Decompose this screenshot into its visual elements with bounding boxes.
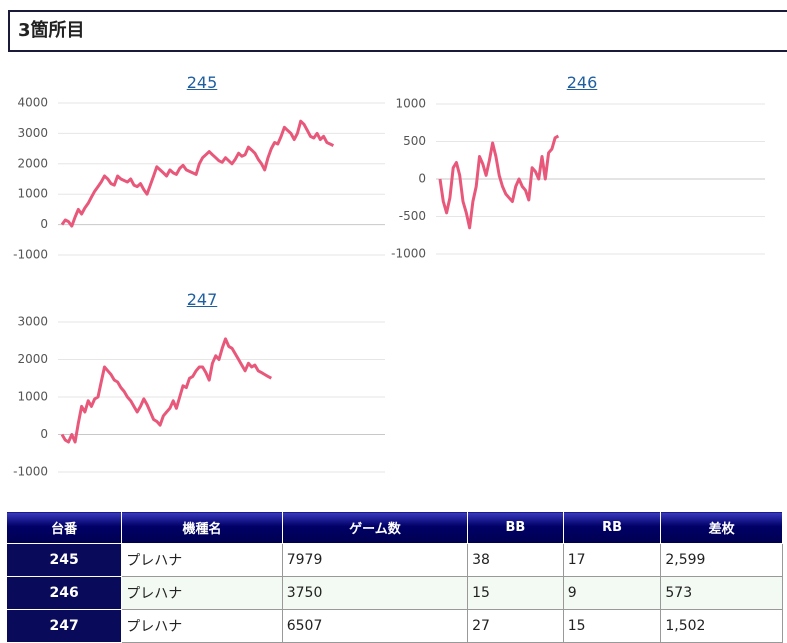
table-cell: 573 (660, 576, 783, 610)
y-tick-label: -1000 (13, 465, 48, 479)
data-table: 台番 機種名 ゲーム数 BB RB 差枚 245 プレハナ 7979 38 17 2,599 246 プ… (5, 511, 783, 643)
table-cell: 27 (467, 609, 564, 643)
y-tick-label: 1000 (17, 390, 48, 404)
table-cell: 17 (562, 543, 662, 577)
machine-number: 247 (5, 609, 123, 643)
y-tick-label: -500 (399, 209, 426, 223)
y-tick-label: 0 (40, 217, 48, 231)
column-header: BB (467, 511, 564, 544)
y-tick-label: 4000 (17, 96, 48, 110)
table-cell: 7979 (281, 543, 469, 577)
table-cell: 6507 (281, 609, 469, 643)
y-tick-label: 1000 (395, 97, 426, 111)
y-tick-label: 500 (403, 134, 426, 148)
data-line (60, 337, 273, 444)
table-cell: 38 (467, 543, 564, 577)
table-cell: 15 (562, 609, 662, 643)
table-cell: プレハナ (121, 543, 283, 577)
y-tick-label: 3000 (17, 315, 48, 329)
table-row: 247 プレハナ 6507 27 15 1,502 (5, 609, 783, 643)
header-row: 台番 機種名 ゲーム数 BB RB 差枚 (5, 511, 783, 544)
table-row: 245 プレハナ 7979 38 17 2,599 (5, 543, 783, 577)
table-cell: 2,599 (660, 543, 783, 577)
machine-number: 245 (5, 543, 123, 577)
column-header: 差枚 (660, 511, 783, 544)
table-cell: 3750 (281, 576, 469, 610)
column-header: RB (562, 511, 662, 544)
machine-number: 246 (5, 576, 123, 610)
table-cell: 1,502 (660, 609, 783, 643)
column-header: 機種名 (121, 511, 283, 544)
y-tick-label: 1000 (17, 187, 48, 201)
y-tick-label: -1000 (13, 248, 48, 262)
chart-title-link[interactable]: 245 (186, 73, 218, 92)
table-body: 245 プレハナ 7979 38 17 2,599 246 プレハナ 3750 15 9 573 247… (5, 543, 783, 643)
y-tick-label: 0 (418, 172, 426, 186)
chart-title-link[interactable]: 246 (566, 73, 598, 92)
y-tick-label: 0 (40, 427, 48, 441)
data-line (60, 119, 335, 228)
section-title: 3箇所目 (8, 10, 787, 52)
table-cell: 15 (467, 576, 564, 610)
y-tick-label: -1000 (391, 247, 426, 261)
chart-title-link[interactable]: 247 (186, 290, 218, 309)
table-row: 246 プレハナ 3750 15 9 573 (5, 576, 783, 610)
y-tick-label: 3000 (17, 126, 48, 140)
data-line (438, 134, 560, 230)
table-cell: プレハナ (121, 609, 283, 643)
column-header: ゲーム数 (281, 511, 469, 544)
column-header: 台番 (5, 511, 123, 544)
table-cell: 9 (562, 576, 662, 610)
charts: -1000 0 1000 2000 3000 4000 -1000 -500 0 500 1000 -… (13, 96, 765, 479)
table-cell: プレハナ (121, 576, 283, 610)
y-tick-label: 2000 (17, 352, 48, 366)
y-tick-label: 2000 (17, 156, 48, 170)
